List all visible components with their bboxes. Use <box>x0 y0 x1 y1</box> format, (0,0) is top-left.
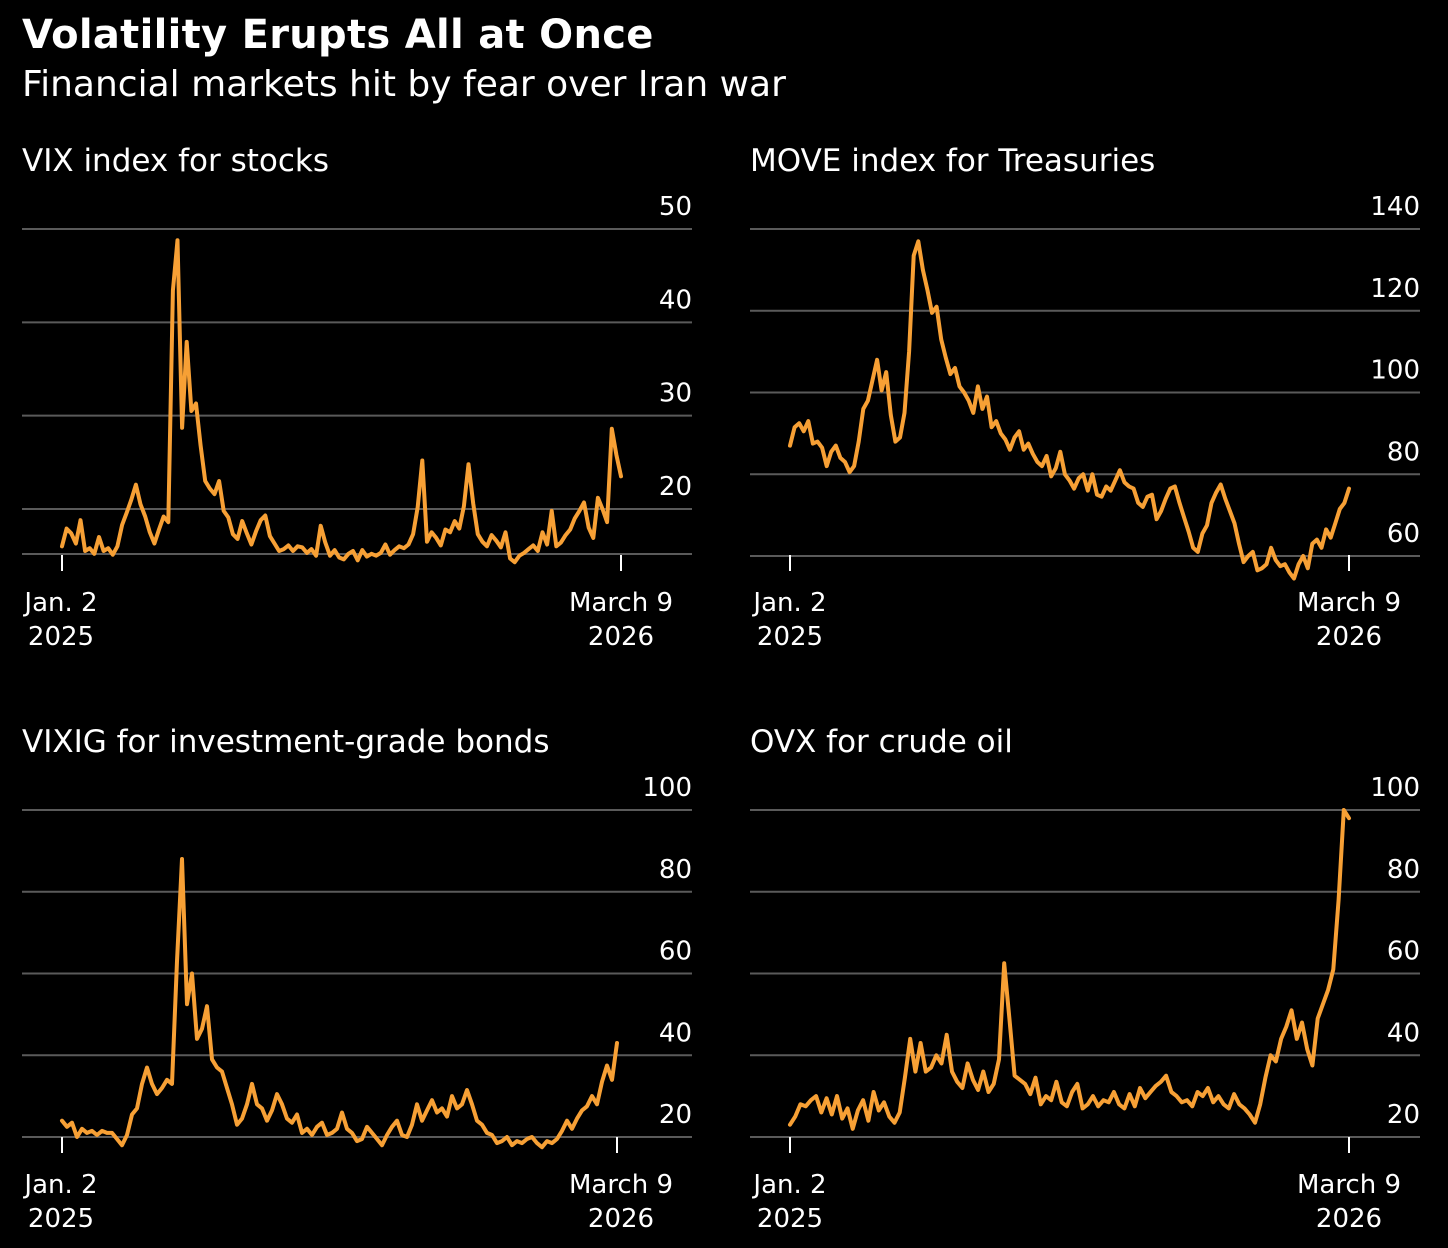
chart-title: VIX index for stocks <box>22 143 329 179</box>
y-tick-label: 80 <box>659 855 692 885</box>
page-title: Volatility Erupts All at Once <box>22 12 654 58</box>
x-label-end-year: 2026 <box>588 622 654 652</box>
x-label-end: March 9 <box>569 588 673 618</box>
x-label-end: March 9 <box>569 1170 673 1200</box>
series-line <box>788 808 1351 1131</box>
x-label-end-year: 2026 <box>1316 1204 1382 1234</box>
y-tick-label: 40 <box>659 285 692 315</box>
chart-panel-2: MOVE index for Treasuries 60 80 100 120 140 Ja… <box>750 143 1420 652</box>
x-label-start-year: 2025 <box>757 622 823 652</box>
y-tick-label: 140 <box>1370 192 1420 222</box>
x-label-end-year: 2026 <box>588 1204 654 1234</box>
x-label-start: Jan. 2 <box>751 1170 826 1200</box>
chart-title: MOVE index for Treasuries <box>750 143 1155 179</box>
y-tick-label: 30 <box>659 379 692 409</box>
chart-title: VIXIG for investment-grade bonds <box>22 724 549 760</box>
y-tick-label: 100 <box>1370 773 1420 803</box>
y-tick-label: 100 <box>1370 356 1420 386</box>
y-tick-label: 40 <box>1387 1018 1420 1048</box>
y-tick-label: 80 <box>1387 855 1420 885</box>
x-label-start: Jan. 2 <box>22 1170 97 1200</box>
x-label-start-year: 2025 <box>28 622 94 652</box>
x-label-start-year: 2025 <box>28 1204 94 1234</box>
x-label-end: March 9 <box>1297 588 1401 618</box>
y-tick-label: 20 <box>659 472 692 502</box>
chart-panel-1: VIX index for stocks 20 30 40 50 Jan. 2 2025 Ma… <box>22 143 692 652</box>
x-label-start: Jan. 2 <box>751 588 826 618</box>
x-label-start-year: 2025 <box>757 1204 823 1234</box>
y-tick-label: 80 <box>1387 437 1420 467</box>
y-tick-label: 60 <box>659 937 692 967</box>
y-tick-label: 60 <box>1387 519 1420 549</box>
x-label-start: Jan. 2 <box>22 588 97 618</box>
chart-panel-4: OVX for crude oil 20 40 60 80 100 Jan. 2 2025 Ma… <box>750 724 1420 1234</box>
y-tick-label: 20 <box>659 1100 692 1130</box>
y-tick-label: 120 <box>1370 274 1420 304</box>
y-tick-label: 50 <box>659 192 692 222</box>
y-tick-label: 20 <box>1387 1100 1420 1130</box>
y-tick-label: 100 <box>642 773 692 803</box>
x-label-end-year: 2026 <box>1316 622 1382 652</box>
y-tick-label: 40 <box>659 1018 692 1048</box>
series-line <box>788 239 1351 581</box>
series-line <box>60 857 619 1150</box>
x-label-end: March 9 <box>1297 1170 1401 1200</box>
series-line <box>60 238 623 565</box>
y-tick-label: 60 <box>1387 937 1420 967</box>
chart-panel-3: VIXIG for investment-grade bonds 20 40 60 80… <box>22 724 692 1234</box>
chart-title: OVX for crude oil <box>750 724 1013 760</box>
page-subtitle: Financial markets hit by fear over Iran … <box>22 64 786 105</box>
